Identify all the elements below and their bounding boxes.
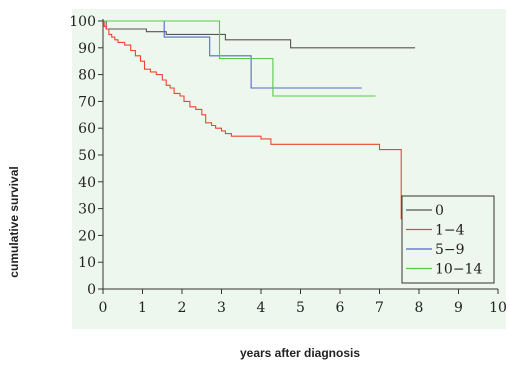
y-axis-title: cumulative survival (7, 166, 21, 277)
series-lines (103, 20, 416, 220)
x-tick-label: 8 (415, 300, 424, 316)
y-tick-label: 70 (78, 94, 96, 110)
x-tick-label: 9 (454, 300, 463, 316)
survival-curve-1 (103, 20, 402, 220)
x-tick-label: 3 (217, 300, 226, 316)
x-tick-label: 6 (336, 300, 345, 316)
legend-label: 5−9 (435, 242, 465, 258)
y-tick-label: 10 (78, 255, 96, 271)
survival-curve-2 (103, 20, 362, 89)
y-tick-label: 50 (78, 148, 96, 164)
y-tick-label: 0 (87, 282, 96, 298)
x-tick-label: 0 (99, 300, 108, 316)
survival-curve-3 (103, 20, 376, 97)
x-tick-label: 2 (178, 300, 187, 316)
y-tick-label: 40 (78, 175, 96, 191)
x-axis-title: years after diagnosis (240, 346, 360, 360)
legend: 0 1−4 5−9 10−14 (401, 195, 495, 284)
y-tick-label: 60 (78, 121, 96, 137)
legend-label: 10−14 (435, 262, 482, 278)
legend-label: 1−4 (435, 223, 465, 239)
axis-ticks: 0 10 20 30 40 50 60 70 80 90 100 0 1 2 3 4 5 6 7 8 9 10 (69, 14, 507, 316)
axes (102, 19, 498, 290)
y-tick-label: 20 (78, 228, 96, 244)
legend-label: 0 (435, 203, 444, 219)
y-tick-label: 30 (78, 202, 96, 218)
x-tick-label: 5 (296, 300, 305, 316)
y-tick-label: 100 (69, 14, 96, 30)
y-tick-label: 80 (78, 68, 96, 84)
x-tick-label: 4 (257, 300, 266, 316)
x-tick-label: 7 (375, 300, 384, 316)
x-tick-label: 1 (138, 300, 147, 316)
x-tick-label: 10 (489, 300, 507, 316)
y-tick-label: 90 (78, 41, 96, 57)
